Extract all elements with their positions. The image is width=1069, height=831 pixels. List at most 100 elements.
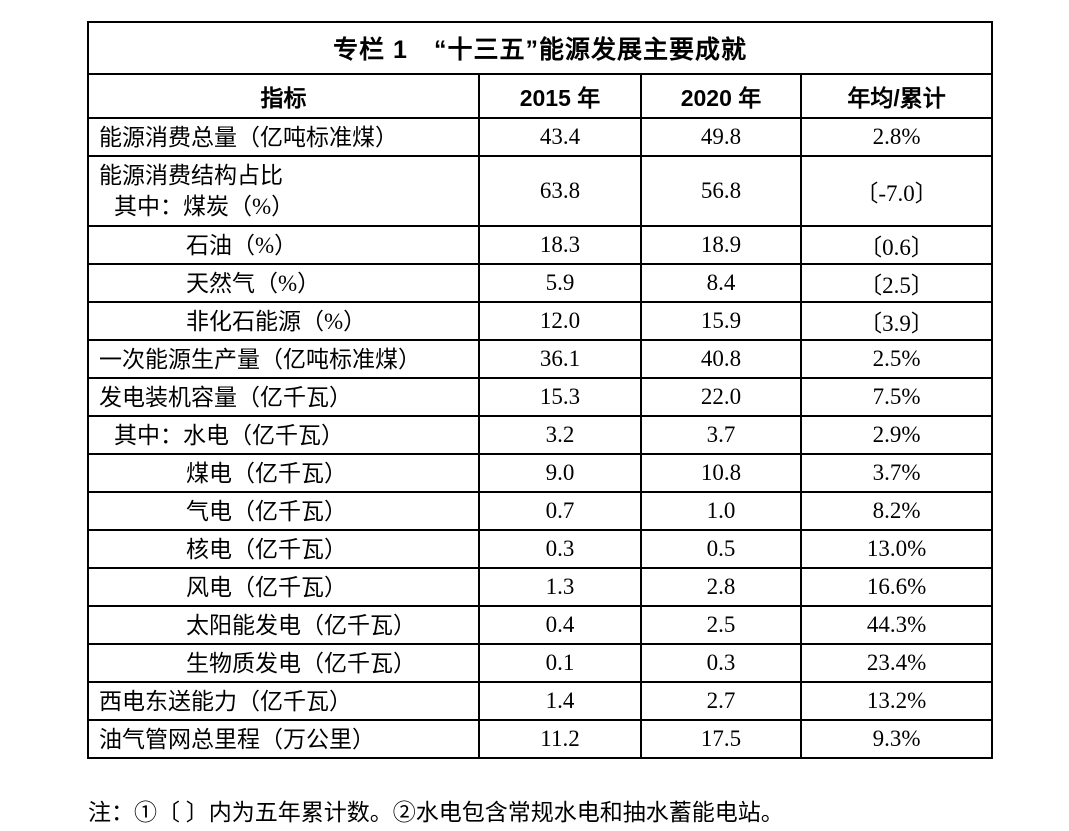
indicator-cell: 能源消费结构占比其中：煤炭（%） <box>87 155 480 227</box>
value-avg-cumulative: 2.8% <box>799 117 994 157</box>
indicator-cell: 油气管网总里程（万公里） <box>87 719 480 759</box>
table-row: 天然气（%） 5.9 8.4 〔2.5〕 <box>87 263 994 303</box>
value-2020: 2.7 <box>640 681 802 721</box>
indicator-label: 核电（亿千瓦） <box>186 536 347 562</box>
value-2015: 63.8 <box>478 155 642 227</box>
value-avg-cumulative: 〔-7.0〕 <box>799 155 994 227</box>
indicator-cell: 石油（%） <box>87 225 480 265</box>
col-header-avg-cumulative: 年均/累计 <box>799 73 994 119</box>
value-2020: 2.8 <box>640 567 802 607</box>
indicator-label: 油气管网总里程（万公里） <box>99 726 375 752</box>
energy-achievements-table: 专栏 1 “十三五”能源发展主要成就 指标 2015 年 2020 年 年均/累… <box>86 21 994 759</box>
table-title-row: 专栏 1 “十三五”能源发展主要成就 <box>86 21 994 75</box>
indicator-cell: 生物质发电（亿千瓦） <box>87 643 480 683</box>
indicator-cell: 核电（亿千瓦） <box>87 529 480 569</box>
indicator-cell: 西电东送能力（亿千瓦） <box>87 681 480 721</box>
footnote: 注：①〔 〕内为五年累计数。②水电包含常规水电和抽水蓄能电站。 <box>88 800 784 825</box>
table-header-row: 指标 2015 年 2020 年 年均/累计 <box>87 73 994 119</box>
indicator-cell: 煤电（亿千瓦） <box>87 453 480 493</box>
table-row: 油气管网总里程（万公里） 11.2 17.5 9.3% <box>87 719 994 759</box>
value-2020: 1.0 <box>640 491 802 531</box>
col-header-2015: 2015 年 <box>478 73 642 119</box>
value-2020: 8.4 <box>640 263 802 303</box>
table-row: 非化石能源（%） 12.0 15.9 〔3.9〕 <box>87 301 994 341</box>
table-row: 发电装机容量（亿千瓦） 15.3 22.0 7.5% <box>87 377 994 417</box>
indicator-label: 天然气（%） <box>186 270 321 296</box>
value-2020: 17.5 <box>640 719 802 759</box>
table-row: 其中：水电（亿千瓦） 3.2 3.7 2.9% <box>87 415 994 455</box>
value-avg-cumulative: 23.4% <box>799 643 994 683</box>
indicator-label: 生物质发电（亿千瓦） <box>186 650 416 676</box>
value-2020: 49.8 <box>640 117 802 157</box>
value-2015: 0.3 <box>478 529 642 569</box>
value-2015: 3.2 <box>478 415 642 455</box>
indicator-label: 石油（%） <box>186 232 298 258</box>
table-row: 能源消费总量（亿吨标准煤） 43.4 49.8 2.8% <box>87 117 994 157</box>
value-avg-cumulative: 〔3.9〕 <box>799 301 994 341</box>
table-row: 西电东送能力（亿千瓦） 1.4 2.7 13.2% <box>87 681 994 721</box>
value-avg-cumulative: 〔0.6〕 <box>799 225 994 265</box>
value-2015: 1.4 <box>478 681 642 721</box>
value-2015: 11.2 <box>478 719 642 759</box>
value-2015: 5.9 <box>478 263 642 303</box>
indicator-cell: 气电（亿千瓦） <box>87 491 480 531</box>
indicator-cell: 发电装机容量（亿千瓦） <box>87 377 480 417</box>
value-2020: 22.0 <box>640 377 802 417</box>
value-2020: 15.9 <box>640 301 802 341</box>
indicator-label: 能源消费总量（亿吨标准煤） <box>99 124 398 150</box>
indicator-cell: 一次能源生产量（亿吨标准煤） <box>87 339 480 379</box>
indicator-label: 太阳能发电（亿千瓦） <box>186 612 416 638</box>
table-row: 气电（亿千瓦） 0.7 1.0 8.2% <box>87 491 994 531</box>
value-avg-cumulative: 13.0% <box>799 529 994 569</box>
indicator-cell: 非化石能源（%） <box>87 301 480 341</box>
value-2020: 10.8 <box>640 453 802 493</box>
indicator-cell: 其中：水电（亿千瓦） <box>87 415 480 455</box>
value-avg-cumulative: 7.5% <box>799 377 994 417</box>
indicator-label: 气电（亿千瓦） <box>186 498 347 524</box>
indicator-label: 西电东送能力（亿千瓦） <box>99 688 352 714</box>
value-2015: 36.1 <box>478 339 642 379</box>
value-2015: 9.0 <box>478 453 642 493</box>
indicator-label: 能源消费结构占比 <box>99 163 283 188</box>
table-row: 风电（亿千瓦） 1.3 2.8 16.6% <box>87 567 994 607</box>
value-2015: 15.3 <box>478 377 642 417</box>
table-title: 专栏 1 “十三五”能源发展主要成就 <box>86 21 994 75</box>
indicator-label: 其中：煤炭（%） <box>114 194 295 219</box>
indicator-cell: 能源消费总量（亿吨标准煤） <box>87 117 480 157</box>
value-2015: 0.4 <box>478 605 642 645</box>
value-2015: 12.0 <box>478 301 642 341</box>
indicator-cell: 太阳能发电（亿千瓦） <box>87 605 480 645</box>
indicator-cell: 天然气（%） <box>87 263 480 303</box>
table-row: 石油（%） 18.3 18.9 〔0.6〕 <box>87 225 994 265</box>
value-avg-cumulative: 44.3% <box>799 605 994 645</box>
table-row: 一次能源生产量（亿吨标准煤） 36.1 40.8 2.5% <box>87 339 994 379</box>
value-2020: 2.5 <box>640 605 802 645</box>
value-2015: 0.7 <box>478 491 642 531</box>
value-avg-cumulative: 9.3% <box>799 719 994 759</box>
table-row: 能源消费结构占比 其中：煤炭（%） 63.8 56.8 〔-7.0〕 <box>87 155 994 227</box>
value-2015: 18.3 <box>478 225 642 265</box>
value-2020: 0.3 <box>640 643 802 683</box>
table-row: 核电（亿千瓦） 0.3 0.5 13.0% <box>87 529 994 569</box>
indicator-cell: 风电（亿千瓦） <box>87 567 480 607</box>
value-2020: 40.8 <box>640 339 802 379</box>
value-avg-cumulative: 16.6% <box>799 567 994 607</box>
indicator-label: 非化石能源（%） <box>186 308 367 334</box>
value-avg-cumulative: 2.5% <box>799 339 994 379</box>
value-2015: 0.1 <box>478 643 642 683</box>
value-2015: 1.3 <box>478 567 642 607</box>
indicator-label: 其中：水电（亿千瓦） <box>114 422 344 448</box>
table-row: 生物质发电（亿千瓦） 0.1 0.3 23.4% <box>87 643 994 683</box>
value-avg-cumulative: 3.7% <box>799 453 994 493</box>
value-2020: 56.8 <box>640 155 802 227</box>
value-2020: 18.9 <box>640 225 802 265</box>
indicator-label: 风电（亿千瓦） <box>186 574 347 600</box>
table-body: 能源消费总量（亿吨标准煤） 43.4 49.8 2.8% 能源消费结构占比其中：煤炭（%… <box>87 117 994 759</box>
value-2020: 3.7 <box>640 415 802 455</box>
col-header-2020: 2020 年 <box>640 73 802 119</box>
value-avg-cumulative: 13.2% <box>799 681 994 721</box>
indicator-label: 煤电（亿千瓦） <box>186 460 347 486</box>
value-2015: 43.4 <box>478 117 642 157</box>
table-row: 太阳能发电（亿千瓦） 0.4 2.5 44.3% <box>87 605 994 645</box>
